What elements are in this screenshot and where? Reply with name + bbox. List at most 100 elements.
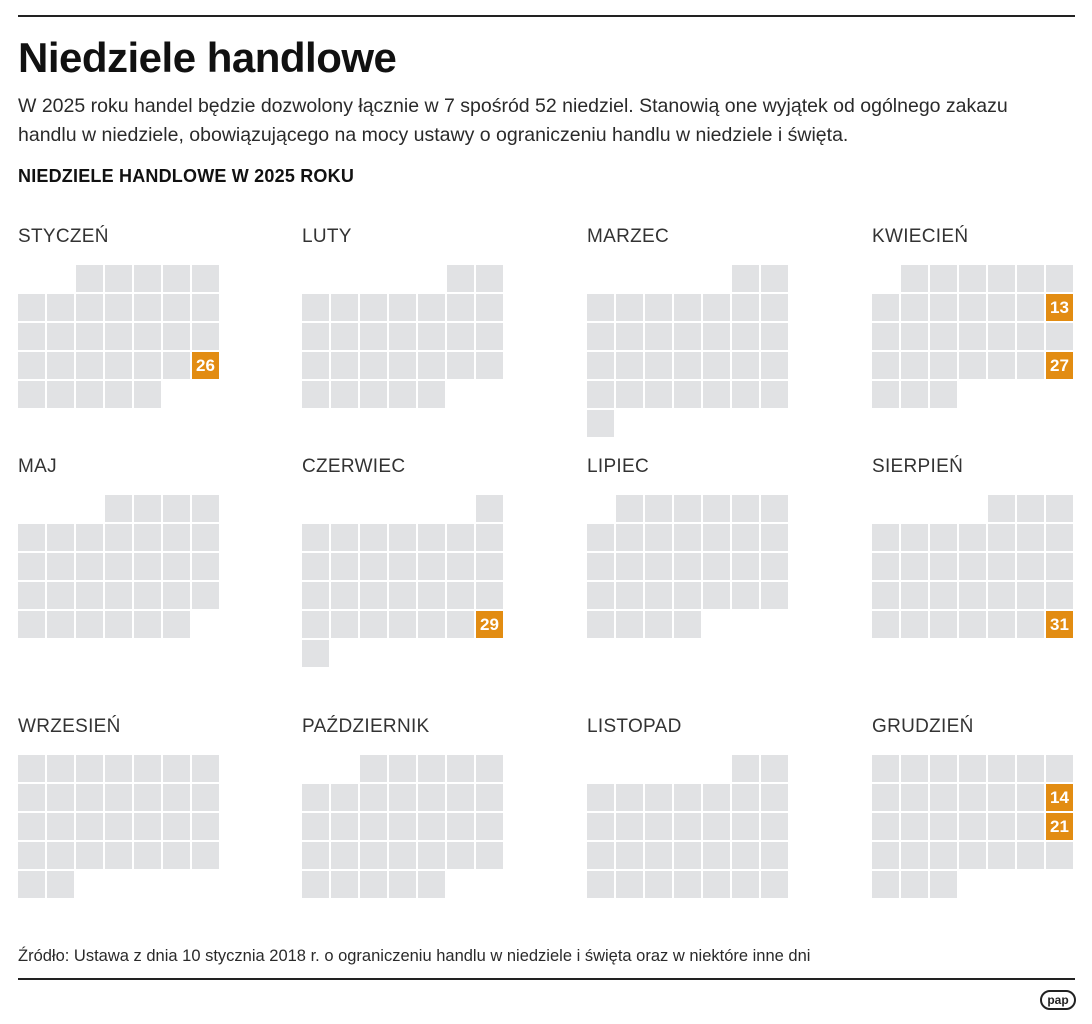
- day-cell: [134, 524, 161, 551]
- day-cell: [331, 813, 358, 840]
- day-cell: [674, 495, 701, 522]
- day-cell: [163, 495, 190, 522]
- day-grid: [302, 265, 504, 440]
- day-cell: [389, 813, 416, 840]
- day-cell: [930, 265, 957, 292]
- day-cell: [18, 582, 45, 609]
- day-cell: [616, 611, 643, 638]
- day-cell: [18, 381, 45, 408]
- day-cell: [761, 842, 788, 869]
- day-cell: [930, 582, 957, 609]
- month-maj: MAJ: [18, 456, 220, 638]
- day-grid: [18, 755, 220, 930]
- day-cell: [302, 524, 329, 551]
- day-cell: [988, 842, 1015, 869]
- day-cell: [134, 842, 161, 869]
- day-cell: [930, 294, 957, 321]
- day-cell: [476, 813, 503, 840]
- day-cell: [331, 381, 358, 408]
- day-cell: [587, 524, 614, 551]
- day-cell: [1046, 524, 1073, 551]
- day-cell: [587, 294, 614, 321]
- day-cell: [47, 381, 74, 408]
- day-cell: [389, 323, 416, 350]
- month-styczen: STYCZEŃ 26: [18, 226, 220, 408]
- day-cell: [587, 784, 614, 811]
- day-cell: [476, 553, 503, 580]
- day-cell: [732, 755, 759, 782]
- day-cell: [645, 294, 672, 321]
- day-cell: [674, 842, 701, 869]
- day-cell: [1017, 582, 1044, 609]
- day-cell: [901, 352, 928, 379]
- day-cell: [872, 842, 899, 869]
- day-cell: [616, 352, 643, 379]
- day-cell: [703, 524, 730, 551]
- day-cell: [331, 582, 358, 609]
- day-grid: [587, 755, 789, 930]
- month-marzec: MARZEC: [587, 226, 789, 437]
- day-cell: [703, 582, 730, 609]
- day-cell: [988, 813, 1015, 840]
- day-cell: [616, 582, 643, 609]
- day-cell: [389, 611, 416, 638]
- day-cell: [761, 813, 788, 840]
- day-cell: [418, 524, 445, 551]
- day-cell: [389, 755, 416, 782]
- day-cell: [703, 323, 730, 350]
- day-cell: [674, 323, 701, 350]
- day-cell: [988, 495, 1015, 522]
- day-cell: [331, 611, 358, 638]
- day-cell: [105, 784, 132, 811]
- day-cell: [616, 381, 643, 408]
- day-cell: [930, 323, 957, 350]
- day-cell: [76, 553, 103, 580]
- day-cell: [872, 755, 899, 782]
- day-grid: 31: [872, 495, 1074, 670]
- day-cell: [360, 582, 387, 609]
- day-cell: [645, 495, 672, 522]
- day-cell: [418, 813, 445, 840]
- day-cell: [18, 784, 45, 811]
- day-cell: [192, 784, 219, 811]
- day-cell: [674, 553, 701, 580]
- day-cell: [192, 582, 219, 609]
- day-cell: [331, 553, 358, 580]
- day-cell: [418, 323, 445, 350]
- day-cell: [587, 381, 614, 408]
- day-cell: [959, 784, 986, 811]
- day-cell: [360, 871, 387, 898]
- day-cell: [616, 842, 643, 869]
- day-cell: [163, 813, 190, 840]
- day-cell: [1046, 842, 1073, 869]
- day-cell: [18, 323, 45, 350]
- day-cell: [732, 495, 759, 522]
- day-cell: [447, 582, 474, 609]
- day-cell: [703, 784, 730, 811]
- day-cell: [959, 323, 986, 350]
- day-cell: [76, 294, 103, 321]
- day-cell: [959, 582, 986, 609]
- month-grudzien: GRUDZIEŃ 14 21: [872, 716, 1074, 898]
- day-cell: [616, 813, 643, 840]
- day-cell: [163, 265, 190, 292]
- day-cell: [761, 381, 788, 408]
- day-cell: [418, 755, 445, 782]
- day-cell: [616, 553, 643, 580]
- day-grid: [18, 495, 220, 670]
- day-cell: [761, 582, 788, 609]
- month-name: PAŹDZIERNIK: [302, 716, 430, 737]
- day-cell: [901, 813, 928, 840]
- day-cell: [302, 871, 329, 898]
- day-cell: [163, 352, 190, 379]
- day-cell: [674, 352, 701, 379]
- day-cell: [163, 323, 190, 350]
- day-cell: [988, 553, 1015, 580]
- day-cell: [930, 611, 957, 638]
- day-cell: [105, 582, 132, 609]
- day-cell: [674, 294, 701, 321]
- trading-sunday-cell: 26: [192, 352, 219, 379]
- day-cell: [732, 553, 759, 580]
- day-cell: [476, 352, 503, 379]
- day-cell: [587, 410, 614, 437]
